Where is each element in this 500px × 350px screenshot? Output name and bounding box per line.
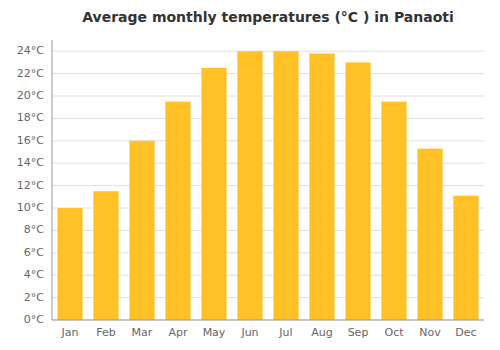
x-tick-label: Jul [278, 326, 292, 339]
y-axis-line [52, 40, 53, 320]
bar [57, 208, 82, 320]
y-tick-label: 12°C [17, 179, 44, 192]
bar [453, 196, 478, 320]
x-tick-label: Apr [168, 326, 188, 339]
x-tick-label: Aug [311, 326, 332, 339]
bar [309, 53, 334, 320]
bar [237, 51, 262, 320]
bar [417, 149, 442, 320]
bar [345, 62, 370, 320]
bar [201, 68, 226, 320]
x-tick-labels: Jan Feb Mar Apr May Jun Jul Aug Sep Oct Nov Dec [61, 326, 477, 339]
y-tick-label: 20°C [17, 89, 44, 102]
bar [273, 51, 298, 320]
x-tick-label: Dec [455, 326, 476, 339]
grid-line [52, 51, 484, 52]
x-tick-label: Sep [348, 326, 369, 339]
grid-line [52, 73, 484, 74]
x-axis-line [52, 320, 484, 321]
x-tick-label: Jun [240, 326, 258, 339]
y-tick-label: 14°C [17, 156, 44, 169]
chart-svg: Average monthly temperatures (°C ) in Pa… [0, 0, 500, 350]
bar [129, 141, 154, 320]
grid-line [52, 140, 484, 141]
title: Average monthly temperatures (°C ) in Pa… [82, 9, 454, 25]
bars [57, 51, 478, 320]
bar [381, 102, 406, 320]
y-tick-label: 18°C [17, 111, 44, 124]
chart-container: Average monthly temperatures (°C ) in Pa… [0, 0, 500, 350]
y-tick-labels: 0°C 2°C 4°C 6°C 8°C 10°C 12°C 14°C 16°C 18°C 20°C 2… [17, 44, 44, 326]
y-tick-label: 24°C [17, 44, 44, 57]
y-tick-label: 16°C [17, 134, 44, 147]
bar [93, 191, 118, 320]
x-tick-label: Mar [132, 326, 153, 339]
y-tick-label: 0°C [24, 313, 44, 326]
grid-line [52, 96, 484, 97]
grid-line [52, 118, 484, 119]
grid [52, 51, 484, 320]
y-tick-label: 8°C [24, 223, 44, 236]
x-tick-label: Oct [384, 326, 404, 339]
y-tick-label: 6°C [24, 246, 44, 259]
x-tick-label: Feb [96, 326, 115, 339]
y-tick-label: 2°C [24, 291, 44, 304]
x-tick-label: Jan [61, 326, 79, 339]
bar [165, 102, 190, 320]
x-tick-label: Nov [419, 326, 441, 339]
grid-line [52, 320, 484, 321]
y-tick-label: 10°C [17, 201, 44, 214]
y-tick-label: 22°C [17, 67, 44, 80]
y-tick-label: 4°C [24, 268, 44, 281]
x-tick-label: May [203, 326, 226, 339]
